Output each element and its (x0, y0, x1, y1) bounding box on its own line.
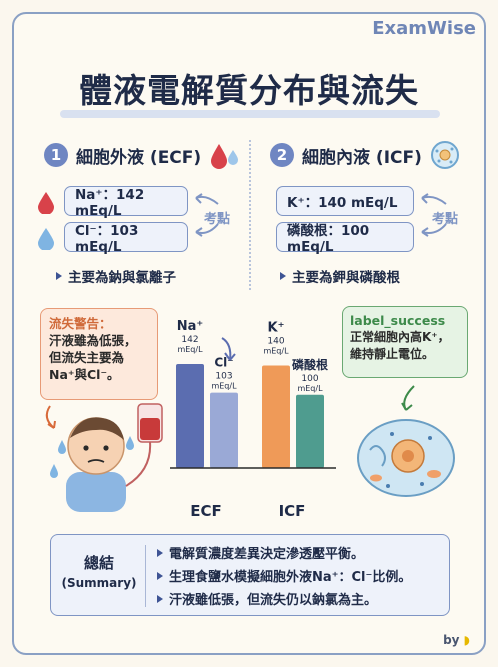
bar-value-label-2: 140 (267, 336, 284, 346)
blood-drops-icon (211, 144, 239, 169)
bar-value-label-1: 103 (215, 372, 232, 382)
summary-item: 生理食鹽水模擬細胞外液Na⁺：Cl⁻比例。 (157, 566, 411, 585)
warning-callout: 流失警告： 汗液雖為低張， 但流失主要為 Na⁺與Cl⁻。 (40, 308, 158, 400)
ecf-kaodian-label: 考點 (204, 212, 231, 227)
blue-drop-icon (38, 228, 54, 250)
cell-illustration (357, 385, 455, 497)
summary-item-text: 汗液雖低張，但流失仍以鈉氯為主。 (169, 593, 378, 608)
byline: by ◗ (443, 633, 470, 647)
success-title: label_success (350, 313, 446, 328)
bar-value-label-3: 100 (301, 374, 318, 384)
ecf-na-pill: Na⁺：142 mEq/L (64, 186, 188, 219)
bar-unit-label-2: mEq/L (263, 346, 289, 355)
icf-bullet-text: 主要為鉀與磷酸根 (292, 270, 400, 286)
bar-1 (210, 392, 238, 468)
warning-title: 流失警告： (49, 316, 112, 331)
icf-heading: 2 細胞內液 (ICF) (270, 140, 460, 170)
summary-title-en: (Summary) (61, 576, 137, 590)
warning-line: 但流失主要為 (49, 350, 125, 365)
bullet-icon (56, 272, 62, 280)
page-title: 體液電解質分布與流失 (79, 71, 419, 110)
ecf-bullet-text: 主要為鈉與氯離子 (68, 270, 176, 286)
cell-icon (430, 141, 459, 169)
bar-ion-label-3: 磷酸根 (292, 357, 328, 372)
summary-item: 電解質濃度差異決定滲透壓平衡。 (157, 543, 364, 562)
electrolyte-bar-chart: Na⁺142mEq/LCl⁻103mEq/LK⁺140mEq/L磷酸根100mE… (170, 319, 336, 520)
group-label-icf: ICF (279, 502, 306, 520)
ecf-bullet: 主要為鈉與氯離子 (56, 266, 176, 286)
success-callout: label_success 正常細胞內高K⁺， 維持靜止電位。 (342, 306, 468, 378)
icf-k-pill: K⁺：140 mEq/L (276, 186, 414, 216)
bar-2 (262, 365, 290, 468)
success-line: 維持靜止電位。 (350, 347, 435, 361)
section-divider (249, 140, 251, 290)
icf-bullet: 主要為鉀與磷酸根 (280, 266, 400, 286)
success-line: 正常細胞內高K⁺， (350, 330, 450, 344)
summary-item-text: 生理食鹽水模擬細胞外液Na⁺：Cl⁻比例。 (169, 570, 412, 585)
bullet-icon (157, 594, 163, 603)
warning-line: 汗液雖為低張， (49, 333, 137, 348)
icf-phosphate-pill: 磷酸根：100 mEq/L (276, 222, 414, 255)
bar-unit-label-0: mEq/L (177, 345, 203, 354)
chart-arrow-head-icon (224, 352, 236, 361)
summary-title-zh: 總結 (83, 554, 114, 572)
sweating-boy-illustration (45, 403, 163, 512)
section-number-1: 1 (44, 143, 68, 167)
icf-arrows-icon (421, 193, 447, 237)
ecf-arrows-icon (195, 193, 219, 237)
group-label-ecf: ECF (190, 502, 222, 520)
icf-heading-text: 細胞內液 (ICF) (302, 147, 422, 168)
bar-value-label-0: 142 (181, 335, 198, 345)
red-drop-icon (38, 192, 54, 214)
icf-kaodian-label: 考點 (432, 212, 459, 227)
chart-arrow-icon (221, 337, 232, 361)
warning-line: Na⁺與Cl⁻。 (49, 367, 120, 382)
bullet-icon (157, 548, 163, 557)
summary-box: 總結 (Summary) 電解質濃度差異決定滲透壓平衡。 生理食鹽水模擬細胞外液… (50, 534, 450, 616)
summary-item: 汗液雖低張，但流失仍以鈉氯為主。 (157, 589, 377, 608)
summary-separator (145, 545, 146, 607)
title-underline (60, 110, 440, 118)
bar-0 (176, 364, 204, 468)
bar-ion-label-2: K⁺ (268, 320, 285, 335)
ecf-cl-pill: Cl⁻：103 mEq/L (64, 222, 188, 255)
bullet-icon (157, 571, 163, 580)
bar-unit-label-1: mEq/L (211, 382, 237, 391)
summary-item-text: 電解質濃度差異決定滲透壓平衡。 (169, 547, 365, 562)
bar-ion-label-0: Na⁺ (177, 319, 204, 334)
banana-icon: ◗ (463, 633, 470, 647)
byline-text: by (443, 633, 460, 647)
ecf-heading-text: 細胞外液 (ECF) (76, 147, 202, 168)
bullet-icon (280, 272, 286, 280)
brand-logo: ExamWise (372, 18, 476, 39)
ecf-heading: 1 細胞外液 (ECF) (44, 140, 239, 170)
bar-unit-label-3: mEq/L (297, 384, 323, 393)
section-number-2: 2 (270, 143, 294, 167)
summary-title: 總結 (Summary) (61, 553, 137, 593)
bar-3 (296, 394, 324, 468)
